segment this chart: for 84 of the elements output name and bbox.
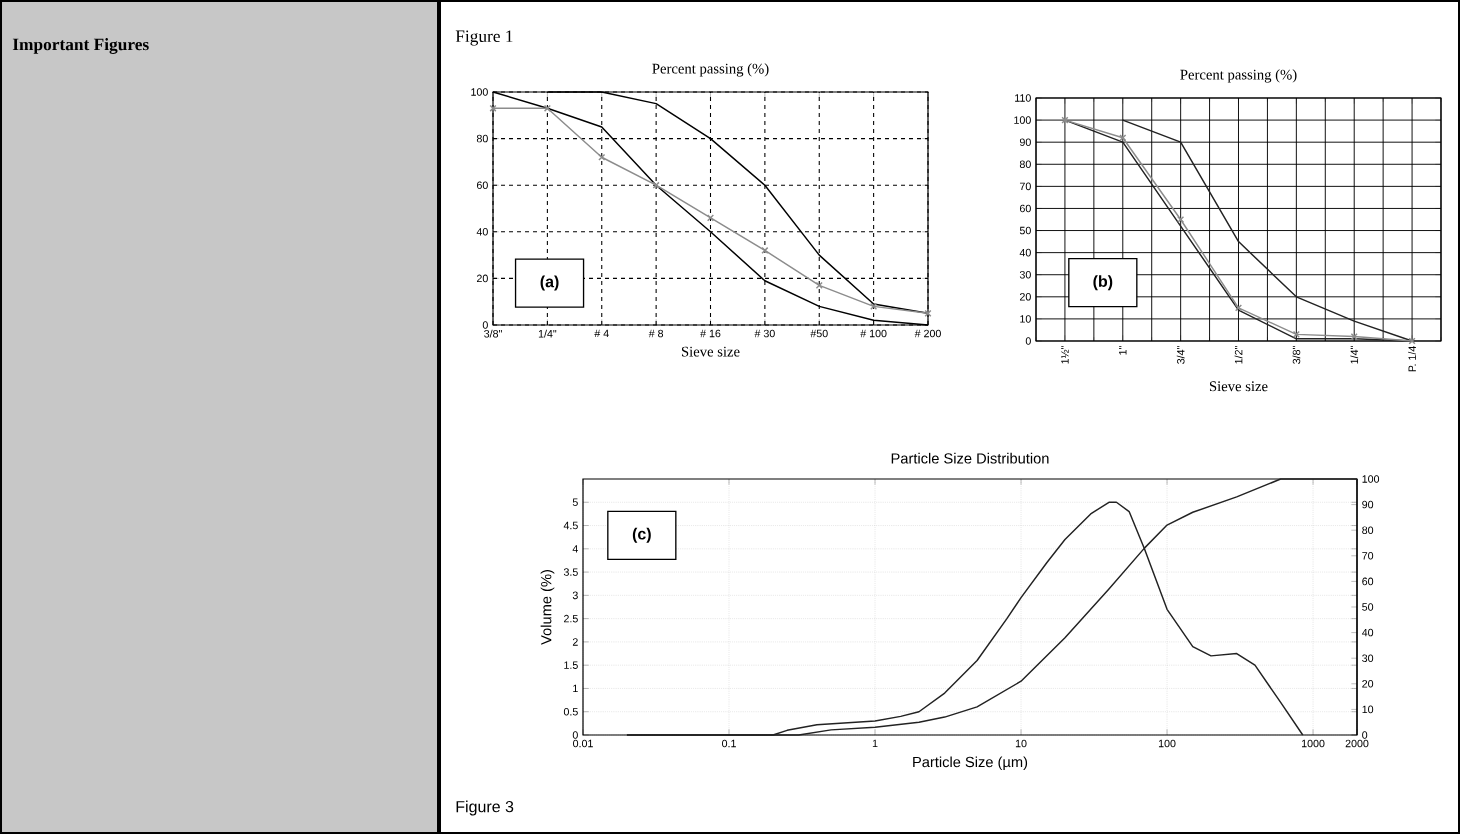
- y-tick-label: 60: [476, 181, 488, 189]
- x-tick-label: 3/4": [1176, 346, 1185, 364]
- y2-tick-label: 90: [1362, 500, 1374, 509]
- y-tick-label: 10: [1020, 315, 1031, 323]
- x-tick-label: 1/4": [1350, 346, 1359, 364]
- y-tick-label: 80: [1019, 160, 1031, 169]
- y-tick-label: 3.5: [563, 568, 578, 576]
- chart-title: Percent passing (%): [1180, 69, 1297, 83]
- y-tick-label: 20: [1019, 293, 1031, 301]
- x-tick-label: # 16: [700, 329, 721, 338]
- y-tick-label: 110: [1015, 94, 1031, 102]
- y2-tick-label: 0: [1362, 731, 1368, 739]
- x-tick-label: 3/8": [484, 329, 502, 338]
- y-tick-label: 0.5: [563, 707, 578, 716]
- x-tick-label: 1": [1119, 346, 1127, 355]
- point: [598, 153, 606, 161]
- annotation: (b): [1093, 275, 1113, 291]
- caption: Figure 1: [455, 30, 513, 46]
- y-tick-label: 30: [1019, 270, 1031, 279]
- point: [1119, 134, 1127, 142]
- y-tick-label: 80: [476, 134, 488, 143]
- y2-tick-label: 20: [1362, 680, 1374, 688]
- y2-tick-label: 10: [1362, 705, 1374, 714]
- y-tick-label: 50: [1019, 226, 1031, 235]
- y-tick-label: 40: [1019, 248, 1031, 257]
- y2-tick-label: 70: [1362, 552, 1374, 560]
- y2-tick-label: 40: [1361, 628, 1374, 637]
- x-tick-label: 1/4": [538, 329, 557, 338]
- point: [1292, 330, 1300, 338]
- y2-tick-label: 60: [1362, 577, 1374, 586]
- y-tick-label: 20: [476, 274, 488, 283]
- y-tick-label: 0: [482, 321, 488, 329]
- y-tick-label: 100: [471, 88, 488, 96]
- x-axis-title: Sieve size: [1209, 381, 1268, 392]
- y-tick-label: 1: [573, 684, 578, 693]
- y2-tick-label: 80: [1362, 526, 1374, 534]
- chart-title: Particle Size Distribution: [891, 452, 1049, 464]
- x-tick-label: #50: [810, 329, 828, 338]
- annotation: (a): [540, 275, 559, 291]
- y-tick-label: 40: [476, 228, 488, 236]
- x-tick-label: 3/8": [1292, 346, 1301, 364]
- x-tick-label: 0.1: [722, 739, 736, 748]
- y-tick-label: 60: [1019, 204, 1031, 213]
- text: Important Figures: [12, 38, 149, 54]
- y-tick-label: 3: [572, 591, 578, 600]
- annotation: (c): [632, 527, 651, 543]
- point: [1061, 116, 1069, 124]
- y-tick-label: 2.5: [564, 614, 578, 623]
- y-tick-label: 0: [572, 731, 578, 739]
- x-tick-label: 0.01: [573, 739, 593, 748]
- chart-title: Percent passing (%): [652, 63, 769, 77]
- point: [761, 246, 769, 255]
- y2-tick-label: 50: [1362, 603, 1374, 611]
- y-tick-label: 70: [1019, 182, 1031, 191]
- y-tick-label: 0: [1025, 337, 1031, 345]
- x-axis-title: Particle Size (µm): [913, 756, 1028, 771]
- caption: Figure 3: [456, 800, 514, 816]
- point: [815, 281, 823, 289]
- x-tick-label: # 200: [914, 329, 941, 338]
- point: [1350, 333, 1358, 341]
- x-tick-label: 1: [872, 739, 878, 748]
- x-tick-label: # 30: [754, 329, 775, 338]
- y-tick-label: 4: [572, 545, 578, 553]
- x-tick-label: # 4: [594, 329, 609, 338]
- x-tick-label: P. 1/4: [1408, 346, 1416, 372]
- y-tick-label: 5: [572, 498, 578, 506]
- x-tick-label: 2000: [1345, 739, 1369, 748]
- x-tick-label: 1000: [1302, 739, 1325, 748]
- y2-tick-label: 100: [1362, 475, 1380, 483]
- y2-tick-label: 30: [1362, 654, 1374, 662]
- x-tick-label: 1½": [1061, 346, 1069, 364]
- y-tick-label: 2: [572, 638, 578, 646]
- y-tick-label: 4.5: [563, 521, 578, 530]
- y-tick-label: 1.5: [564, 661, 578, 669]
- x-tick-label: # 8: [648, 329, 664, 338]
- y-tick-label: 90: [1019, 138, 1031, 146]
- y-axis-title: Volume (%): [540, 570, 555, 645]
- x-axis-title: Sieve size: [681, 346, 740, 357]
- x-tick-label: # 100: [860, 329, 887, 338]
- point: [870, 302, 878, 310]
- x-tick-label: 100: [1158, 739, 1176, 748]
- point: [1234, 304, 1243, 312]
- x-tick-label: 1/2": [1234, 346, 1243, 364]
- y-tick-label: 100: [1014, 116, 1031, 124]
